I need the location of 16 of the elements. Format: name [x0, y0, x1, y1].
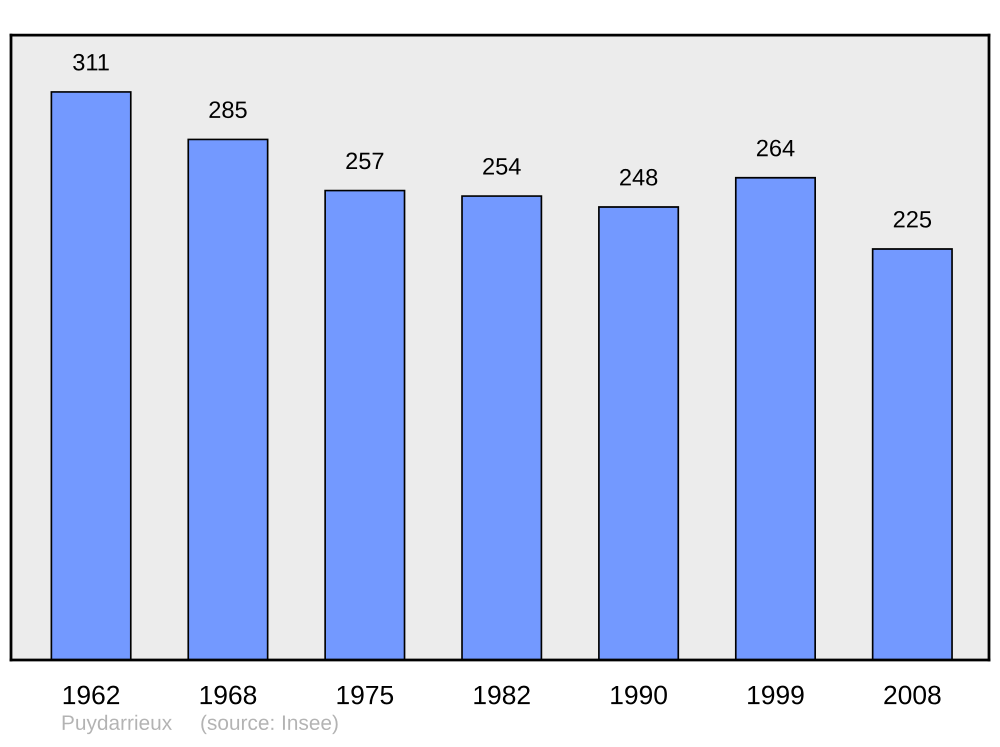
- data-label: 311: [73, 54, 109, 71]
- data-label: 254: [483, 158, 521, 175]
- text: Puydarrieux: [62, 714, 172, 734]
- x-tick-label: 1999: [748, 686, 804, 704]
- text: (source: Insee): [201, 714, 338, 734]
- data-label: 285: [209, 101, 247, 118]
- data-label: 264: [756, 140, 794, 156]
- data-label: 257: [346, 152, 384, 170]
- x-tick-label: 1975: [337, 686, 394, 704]
- x-tick-label: 1982: [474, 686, 530, 704]
- x-tick-label: 1990: [611, 686, 667, 704]
- data-label: 225: [894, 210, 932, 228]
- x-tick-label: 1962: [64, 686, 120, 704]
- x-tick-label: 1968: [200, 686, 256, 704]
- x-tick-label: 2008: [884, 686, 941, 704]
- data-label: 248: [620, 168, 658, 186]
